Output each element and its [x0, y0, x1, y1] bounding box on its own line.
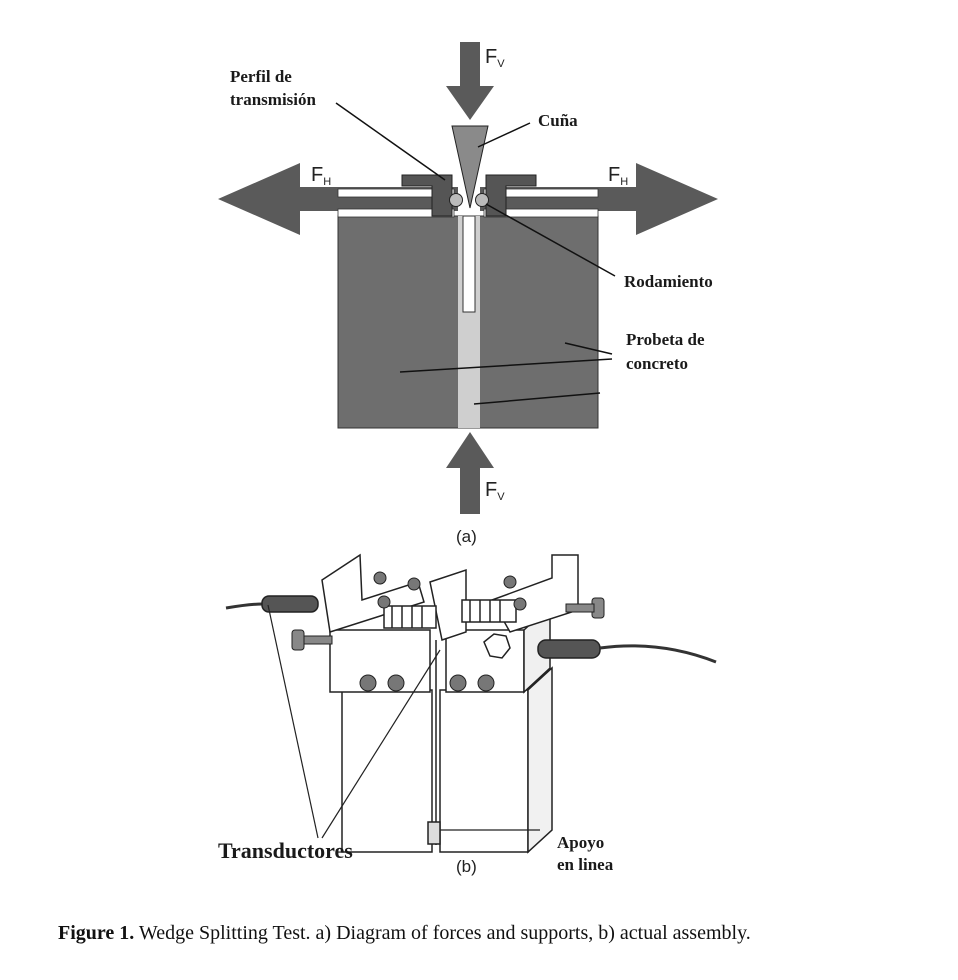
- force-label-top: FV: [485, 46, 505, 70]
- wedge-physical: [429, 568, 467, 641]
- bolt-icon: [513, 597, 527, 611]
- leader-transducer-2: [321, 649, 441, 839]
- specimen-side-right: [527, 666, 553, 854]
- label-bearing: Rodamiento: [624, 272, 713, 291]
- leader-specimen-1: [564, 342, 613, 355]
- force-arrow-top: [446, 42, 494, 120]
- transmission-profile-right: [485, 174, 537, 217]
- transducer-cable-left: [225, 602, 263, 610]
- label-support-line2: en linea: [557, 855, 614, 874]
- diagram-a: FV FV FH FH Perfil de transmisión Cuña R…: [218, 42, 718, 546]
- force-label-left: FH: [311, 164, 331, 188]
- clamp-body-left: [329, 629, 431, 693]
- rail-left: [383, 605, 437, 629]
- label-wedge: Cuña: [538, 111, 578, 130]
- specimen-block-left: [341, 689, 433, 853]
- bearing-right: [475, 193, 489, 207]
- top-plate-right: [483, 188, 599, 198]
- bolt-icon: [359, 674, 377, 692]
- transmission-profile-left: [401, 174, 453, 217]
- label-profile-line2: transmisión: [230, 90, 317, 109]
- bolt-icon: [387, 674, 405, 692]
- leader-wedge: [477, 122, 531, 148]
- bearing-left: [449, 193, 463, 207]
- thumb-screw-shaft: [565, 603, 595, 613]
- label-specimen-line1: Probeta de: [626, 330, 705, 349]
- rail-right: [461, 599, 517, 623]
- label-support-line1: Apoyo: [557, 833, 604, 852]
- transducer-cable-right: [599, 644, 717, 664]
- notch-slot: [462, 215, 476, 313]
- bolt-icon: [449, 674, 467, 692]
- bolt-icon: [377, 595, 391, 609]
- figure-diagram: FV FV FH FH Perfil de transmisión Cuña R…: [218, 42, 718, 876]
- bolt-icon: [477, 674, 495, 692]
- specimen-block-right: [439, 689, 529, 853]
- label-profile-line1: Perfil de: [230, 67, 292, 86]
- figure-caption: Figure 1. Wedge Splitting Test. a) Diagr…: [58, 922, 918, 945]
- force-label-bottom: FV: [485, 479, 505, 503]
- label-transducers: Transductores: [218, 838, 353, 863]
- panel-label-a: (a): [456, 527, 477, 546]
- force-label-right: FH: [608, 164, 628, 188]
- diagram-b: [225, 553, 717, 854]
- panel-label-b: (b): [456, 857, 477, 876]
- label-specimen-line2: concreto: [626, 354, 688, 373]
- force-arrow-bottom: [446, 432, 494, 514]
- bolt-icon: [503, 575, 517, 589]
- base-plate-left: [337, 208, 455, 218]
- hex-nut-icon: [483, 633, 511, 659]
- thumb-screw-shaft: [303, 635, 333, 645]
- bolt-icon: [407, 577, 421, 591]
- transducer-left: [261, 595, 319, 613]
- force-arrow-left: [218, 163, 458, 235]
- leader-bearing: [485, 203, 616, 277]
- transducer-right: [537, 639, 601, 659]
- caption-number: Figure 1.: [58, 922, 135, 944]
- base-plate-right: [483, 208, 599, 218]
- line-support: [427, 821, 441, 845]
- leader-profile: [335, 102, 446, 181]
- bolt-icon: [373, 571, 387, 585]
- caption-text: Wedge Splitting Test. a) Diagram of forc…: [134, 922, 751, 944]
- leader-specimen-2: [399, 358, 613, 373]
- top-plate-left: [337, 188, 455, 198]
- leader-groove: [473, 392, 601, 405]
- thumb-screw-left: [291, 629, 305, 651]
- force-arrow-right: [480, 163, 718, 235]
- leader-transducer-1: [267, 604, 319, 839]
